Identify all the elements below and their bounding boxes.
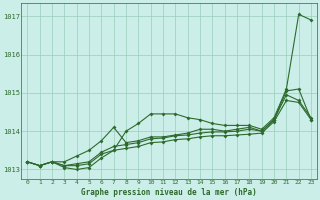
X-axis label: Graphe pression niveau de la mer (hPa): Graphe pression niveau de la mer (hPa) <box>81 188 257 197</box>
